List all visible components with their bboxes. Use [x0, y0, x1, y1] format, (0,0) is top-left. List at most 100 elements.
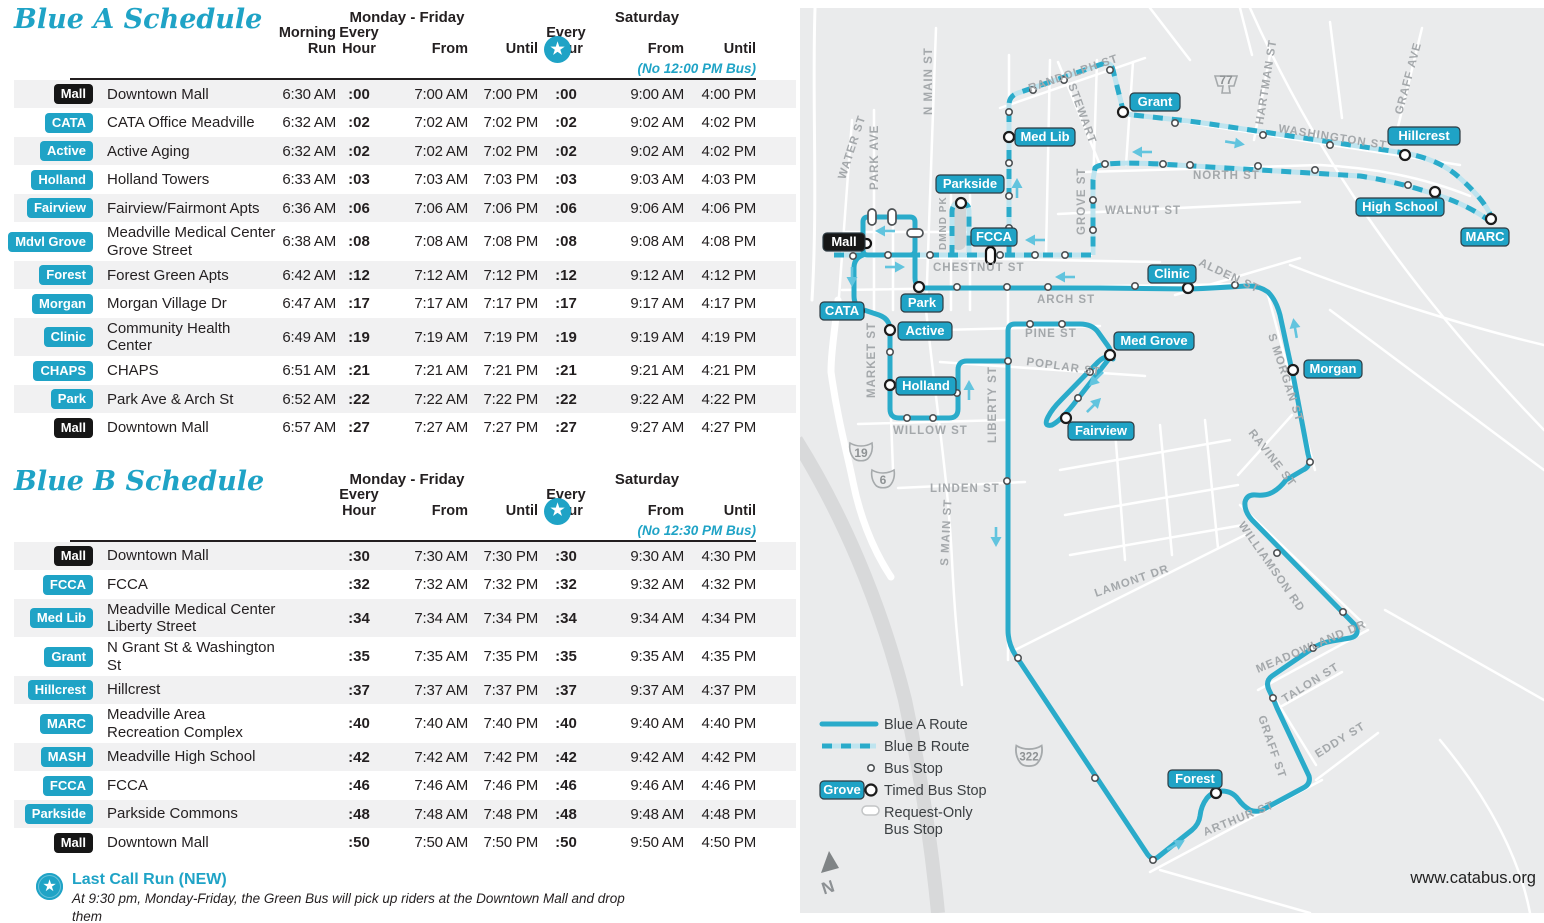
every-hour-minute: :34: [348, 609, 370, 627]
sat-from-time: 9:37 AM: [630, 681, 684, 699]
website-link[interactable]: www.catabus.org: [1409, 869, 1536, 887]
sat-every-hour-minute: :48: [555, 805, 577, 823]
stop-badge: FCCA: [42, 574, 93, 595]
svg-text:PINE ST: PINE ST: [1025, 328, 1077, 340]
svg-text:MARKET ST: MARKET ST: [866, 322, 878, 398]
col-sat-from: From: [647, 40, 684, 57]
until-time: 7:48 PM: [483, 805, 539, 823]
every-hour-minute: :06: [348, 199, 370, 217]
stop-badge: Fairview: [26, 198, 93, 219]
morning-run-time: 6:36 AM: [282, 199, 336, 217]
legend-request-only-label-1: Request-Only: [884, 805, 973, 821]
stop-badge: Forest: [39, 265, 93, 286]
until-time: 7:00 PM: [483, 85, 539, 103]
svg-text:19: 19: [854, 446, 868, 460]
until-time: 7:40 PM: [483, 715, 539, 732]
col-from: From: [431, 40, 468, 57]
stop-name: Meadville Medical Center Liberty Street: [107, 600, 276, 635]
svg-text:High School: High School: [1362, 199, 1438, 214]
sat-every-hour-minute: :12: [555, 266, 577, 284]
from-time: 7:06 AM: [414, 199, 468, 217]
sat-until-time: 4:02 PM: [701, 114, 757, 132]
schedule-row: Active Active Aging 6:32 AM :02 7:02 AM …: [14, 136, 796, 166]
from-time: 7:27 AM: [414, 419, 468, 437]
saturday-group-label: Saturday: [614, 9, 680, 26]
schedule-row: Hillcrest Hillcrest :37 7:37 AM 7:37 PM …: [14, 675, 796, 705]
badge-active: Active: [897, 321, 953, 341]
schedule-row: Grant N Grant St & Washington St :35 7:3…: [14, 637, 796, 676]
direction-arrows: [846, 137, 1301, 851]
blue-a-header: Monday - Friday Saturday Morning Run Eve…: [14, 9, 796, 80]
stop-badge: Hillcrest: [27, 680, 93, 700]
stop-name: FCCA: [107, 575, 148, 593]
blue-b-rows: Mall Downtown Mall :30 7:30 AM 7:30 PM :…: [14, 541, 796, 857]
badge-fairview: Fairview: [1067, 421, 1135, 441]
sat-until-time: 4:32 PM: [701, 576, 757, 593]
sat-from-time: 9:50 AM: [630, 834, 684, 851]
every-hour-minute: :42: [348, 748, 370, 766]
stop-badge: Active: [39, 141, 93, 162]
highway-shields: 77 19 6 322: [848, 73, 1239, 767]
schedule-row: Forest Forest Green Apts 6:42 AM :12 7:1…: [14, 260, 796, 290]
morning-run-time: 6:51 AM: [282, 362, 336, 380]
svg-text:NORTH ST: NORTH ST: [1193, 170, 1260, 182]
stop-name: Downtown Mall: [107, 419, 209, 436]
from-time: 7:37 AM: [414, 681, 468, 699]
stop-badge: FCCA: [42, 775, 93, 796]
stop-badge: Morgan: [32, 293, 93, 314]
sat-until-time: 4:42 PM: [701, 748, 757, 766]
badge-fcca: FCCA: [970, 227, 1018, 247]
sat-until-time: 4:17 PM: [701, 295, 757, 313]
blue-a-schedule: Blue A Schedule Monday - Friday Saturday…: [8, 4, 796, 442]
every-hour-minute: :46: [348, 777, 370, 794]
every-hour-minute: :00: [348, 85, 370, 103]
stop-name: Meadville High School: [107, 748, 256, 766]
morning-run-time: 6:47 AM: [282, 295, 336, 313]
sat-every-hour-minute: :22: [555, 390, 577, 408]
stop-badge: Parkside: [24, 804, 93, 824]
sat-every-hour-minute: :34: [555, 609, 577, 627]
schedule-row: Mall Downtown Mall :50 7:50 AM 7:50 PM :…: [14, 828, 796, 857]
sat-until-time: 4:08 PM: [701, 233, 757, 251]
svg-text:Grove: Grove: [823, 782, 861, 797]
last-call-star-icon: ★: [544, 497, 571, 525]
saturday-group-label: Saturday: [614, 470, 680, 488]
from-time: 7:02 AM: [414, 142, 468, 160]
stop-name: Park Ave & Arch St: [107, 390, 234, 408]
stop-name: Downtown Mall: [107, 85, 209, 103]
morning-run-time: 6:57 AM: [282, 419, 336, 437]
stop-name: Forest Green Apts: [107, 266, 229, 284]
col-sat-from: From: [647, 502, 684, 519]
svg-text:N MAIN ST: N MAIN ST: [923, 47, 935, 115]
every-hour-minute: :40: [348, 715, 370, 732]
morning-run-time: 6:38 AM: [282, 233, 336, 251]
legend-timed-stop-icon: [864, 783, 878, 797]
until-time: 7:37 PM: [483, 681, 539, 699]
stop-badge: Mall: [53, 84, 93, 105]
svg-text:Mall: Mall: [831, 234, 856, 249]
sat-from-time: 9:02 AM: [630, 114, 684, 132]
svg-text:ARCH ST: ARCH ST: [1037, 294, 1095, 306]
sat-until-time: 4:12 PM: [701, 266, 757, 284]
stop-name: Meadville Area Recreation Complex: [107, 706, 243, 741]
schedule-row: FCCA FCCA :32 7:32 AM 7:32 PM :32 9:32 A…: [14, 570, 796, 599]
sat-every-hour-minute: :03: [555, 171, 577, 189]
us-322-shield: 322: [1015, 744, 1043, 767]
from-time: 7:08 AM: [414, 233, 468, 251]
schedule-row: Clinic Community Health Center 6:49 AM :…: [14, 317, 796, 357]
schedule-row: MARC Meadville Area Recreation Complex :…: [14, 704, 796, 743]
stop-name: Morgan Village Dr: [107, 295, 227, 312]
last-call-star-icon: ★: [36, 872, 63, 900]
svg-text:Forest: Forest: [1175, 771, 1215, 786]
stop-badge: Mdvl Grove: [8, 231, 93, 252]
badge-high-school: High School: [1355, 197, 1445, 217]
sat-until-time: 4:35 PM: [701, 648, 757, 665]
svg-text:LIBERTY ST: LIBERTY ST: [987, 366, 999, 443]
every-hour-minute: :19: [348, 328, 370, 346]
svg-text:MARC: MARC: [1466, 229, 1506, 244]
sat-from-time: 9:02 AM: [630, 142, 684, 160]
sat-until-time: 4:50 PM: [701, 834, 757, 851]
schedule-row: CATA CATA Office Meadville 6:32 AM :02 7…: [14, 108, 796, 137]
sat-until-time: 4:03 PM: [701, 171, 757, 189]
